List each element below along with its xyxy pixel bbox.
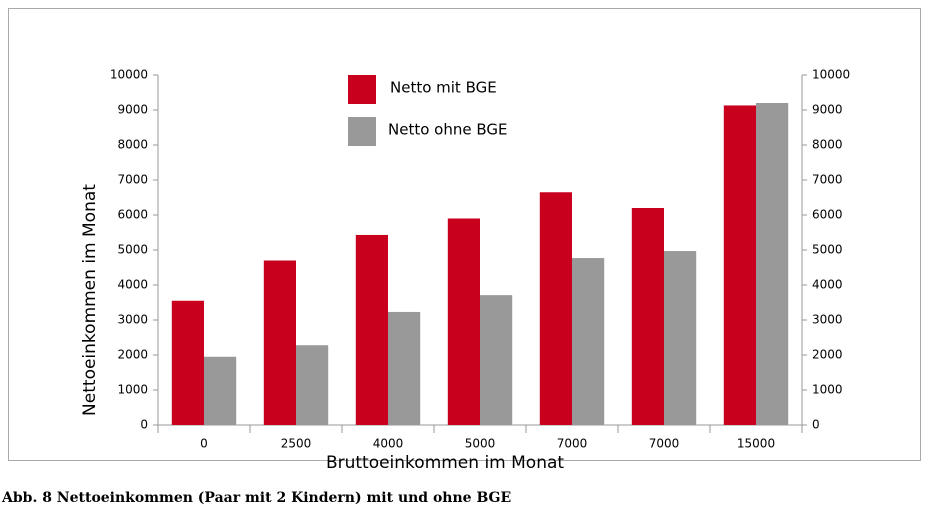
y2-tick-label: 8000 — [812, 138, 843, 152]
x-tick-label: 7000 — [649, 437, 680, 451]
bar — [631, 208, 664, 425]
x-tick-label: 7000 — [557, 437, 588, 451]
y-tick-label: 6000 — [117, 208, 148, 222]
chart-frame — [8, 8, 921, 461]
y-tick-label: 0 — [140, 418, 148, 432]
y2-tick-label: 7000 — [812, 173, 843, 187]
bar — [539, 192, 572, 425]
y2-tick-label: 2000 — [812, 348, 843, 362]
y2-tick-label: 3000 — [812, 313, 843, 327]
y2-tick-label: 10000 — [812, 68, 850, 82]
bar — [263, 260, 296, 425]
y-tick-label: 8000 — [117, 138, 148, 152]
legend-text: Netto mit BGE — [390, 79, 497, 97]
y2-tick-label: 4000 — [812, 278, 843, 292]
y2-tick-label: 0 — [812, 418, 820, 432]
y2-tick-label: 6000 — [812, 208, 843, 222]
x-tick-label: 2500 — [281, 437, 312, 451]
bar — [756, 103, 789, 425]
y-tick-label: 3000 — [117, 313, 148, 327]
legend-text: Netto ohne BGE — [388, 121, 507, 139]
legend-swatch — [348, 117, 376, 146]
x-tick-label: 5000 — [465, 437, 496, 451]
caption: Abb. 8 Nettoeinkommen (Paar mit 2 Kinder… — [1, 490, 511, 506]
x-tick-label: 4000 — [373, 437, 404, 451]
y-tick-label: 9000 — [117, 103, 148, 117]
bar — [480, 295, 513, 425]
y2-tick-label: 1000 — [812, 383, 843, 397]
bar — [171, 300, 204, 425]
bar — [388, 311, 421, 425]
y-tick-label: 5000 — [117, 243, 148, 257]
y-tick-label: 4000 — [117, 278, 148, 292]
bar — [723, 105, 756, 425]
bar — [572, 258, 605, 425]
y-tick-label: 7000 — [117, 173, 148, 187]
x-tick-label: 15000 — [737, 437, 775, 451]
y-tick-label: 2000 — [117, 348, 148, 362]
x-tick-label: 0 — [200, 437, 208, 451]
bar — [447, 218, 480, 425]
y-tick-label: 10000 — [110, 68, 148, 82]
x-axis-title: Bruttoeinkommen im Monat — [326, 453, 564, 473]
bar — [296, 345, 329, 425]
legend-swatch — [348, 75, 376, 104]
y2-tick-label: 5000 — [812, 243, 843, 257]
bar — [355, 234, 388, 425]
y-axis-title: Nettoeinkommen im Monat — [80, 184, 100, 416]
y2-tick-label: 9000 — [812, 103, 843, 117]
bar — [664, 251, 697, 425]
y-tick-label: 1000 — [117, 383, 148, 397]
bar — [204, 356, 237, 425]
